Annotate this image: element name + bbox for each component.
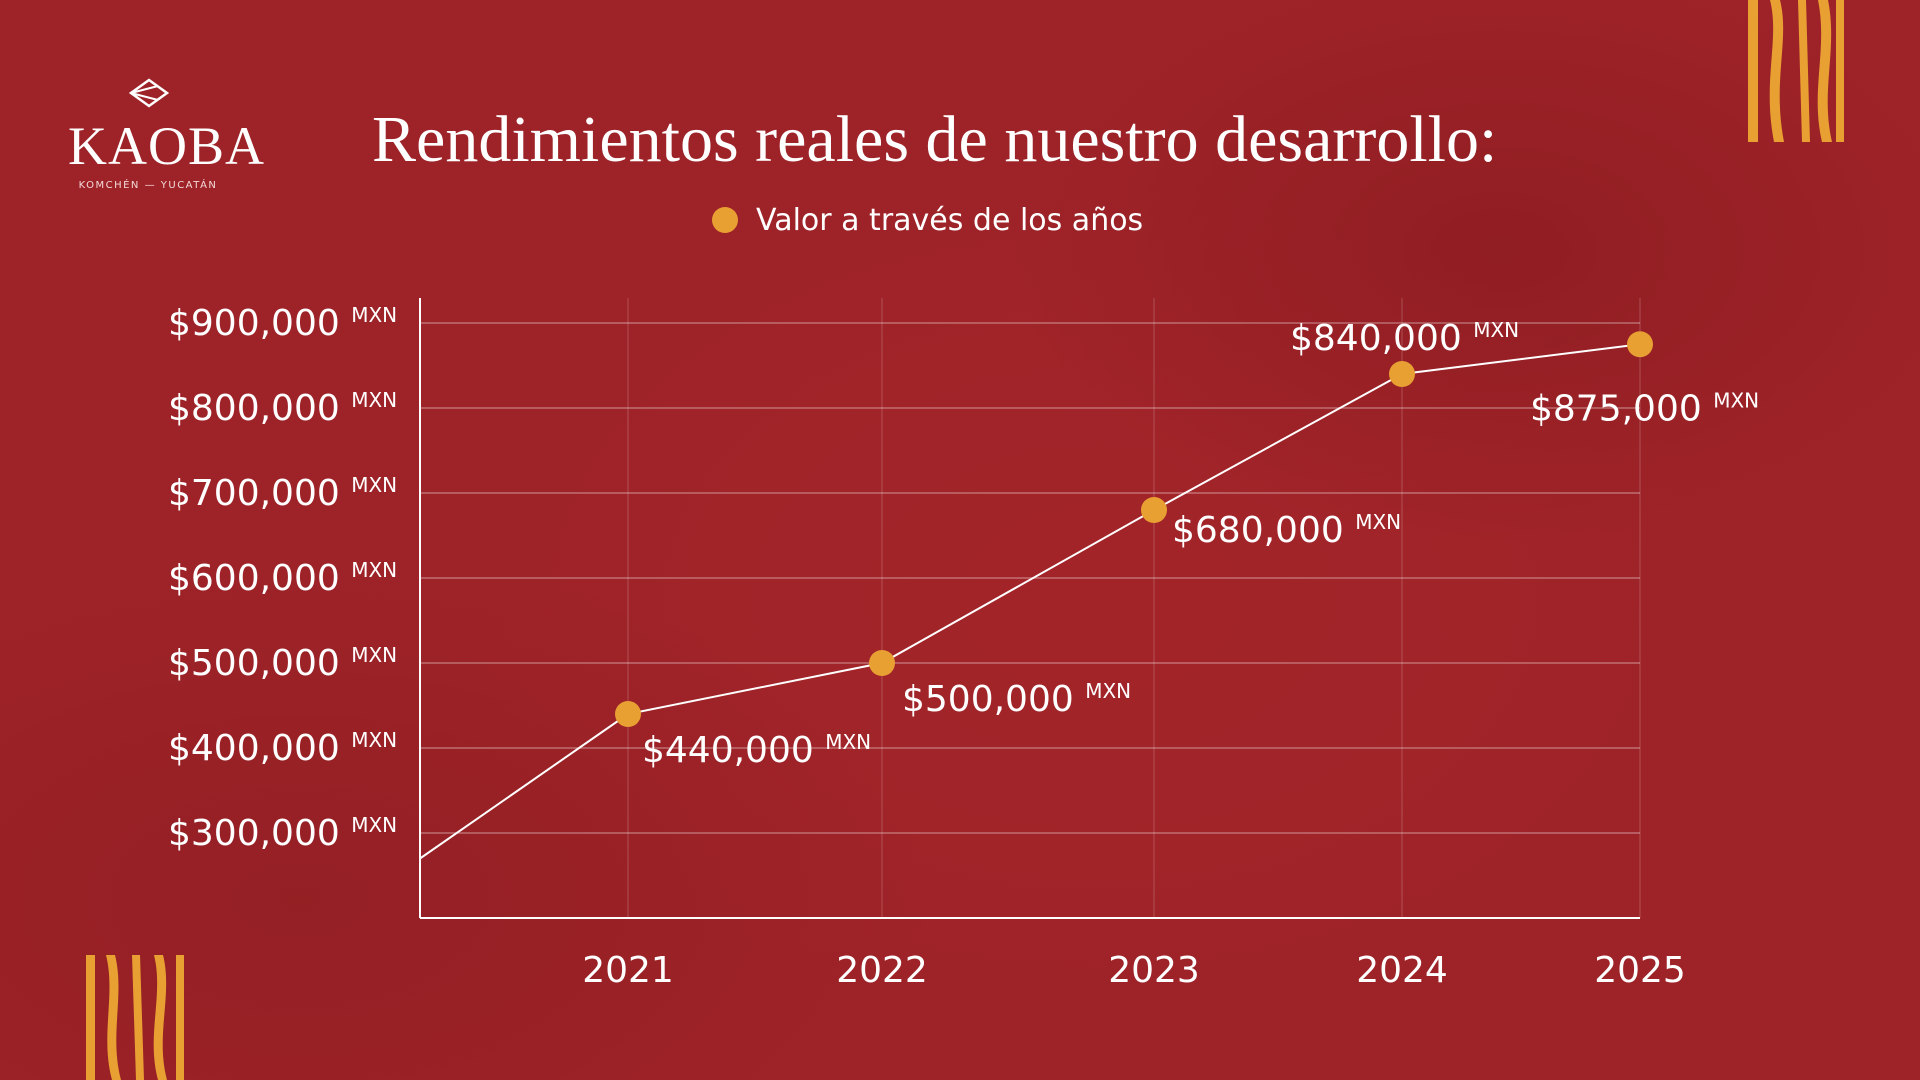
diamond-logo-icon [128, 78, 170, 108]
y-tick-label: $600,000 MXN [168, 558, 397, 599]
x-tick-label: 2021 [582, 950, 674, 991]
y-tick-label: $800,000 MXN [168, 388, 397, 429]
decorative-stripes-top-right [1748, 0, 1844, 142]
y-tick-label: $700,000 MXN [168, 473, 397, 514]
y-tick-label: $500,000 MXN [168, 643, 397, 684]
data-label: $875,000 MXN [1530, 388, 1759, 429]
x-tick-label: 2025 [1594, 950, 1686, 991]
x-tick-label: 2024 [1356, 950, 1448, 991]
series-line [419, 343, 1641, 860]
data-point [1141, 497, 1167, 523]
data-label: $500,000 MXN [902, 679, 1131, 720]
data-label: $440,000 MXN [642, 730, 871, 771]
data-label: $680,000 MXN [1172, 510, 1401, 551]
chart-legend: Valor a través de los años [712, 198, 1143, 242]
decorative-stripes-bottom-left [86, 955, 184, 1080]
x-tick-label: 2023 [1108, 950, 1200, 991]
legend-dot-icon [712, 207, 738, 233]
legend-label: Valor a través de los años [756, 202, 1144, 238]
brand-subtitle: KOMCHÉN — YUCATÁN [78, 180, 218, 191]
data-point [869, 650, 895, 676]
x-tick-label: 2022 [836, 950, 928, 991]
y-tick-label: $900,000 MXN [168, 303, 397, 344]
chart-title: Rendimientos reales de nuestro desarroll… [372, 103, 1498, 176]
data-point [1627, 331, 1653, 358]
y-tick-label: $400,000 MXN [168, 728, 397, 769]
data-point [615, 701, 641, 727]
data-label: $840,000 MXN [1290, 318, 1519, 359]
data-point [1389, 361, 1415, 387]
y-tick-label: $300,000 MXN [168, 813, 397, 854]
